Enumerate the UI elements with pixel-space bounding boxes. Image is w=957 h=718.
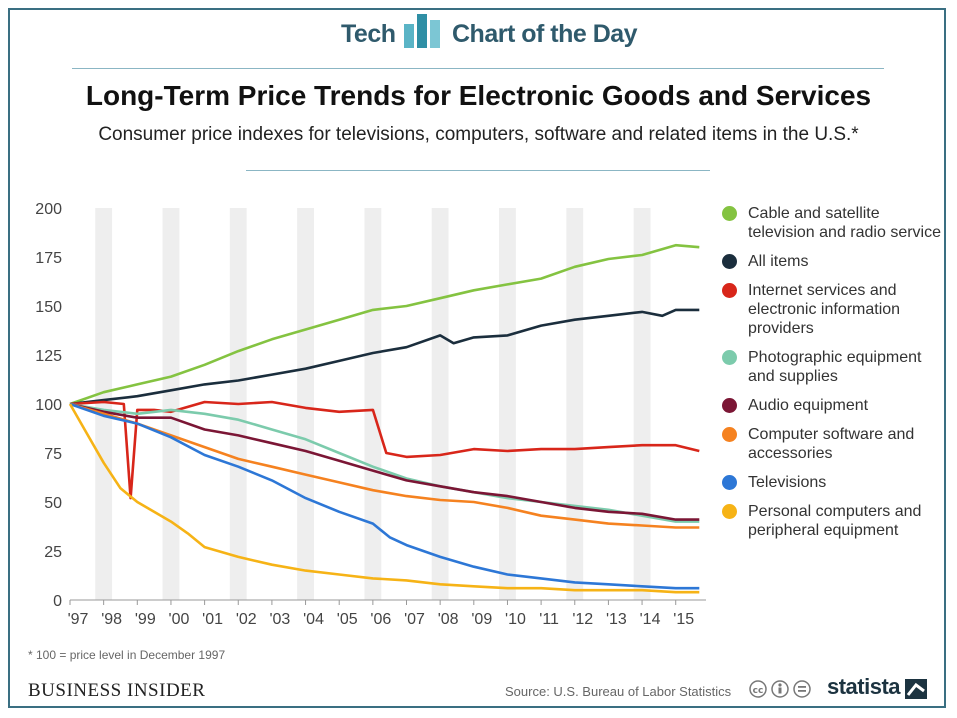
y-tick-label: 125	[35, 348, 62, 365]
legend-label: Cable and satellite television and radio…	[748, 205, 941, 241]
legend-item: Computer software and accessories	[722, 425, 947, 463]
chart-legend: Cable and satellite television and radio…	[722, 204, 947, 540]
title-separator	[246, 170, 710, 171]
year-band	[499, 208, 516, 600]
svg-text:cc: cc	[753, 686, 764, 696]
x-tick-label: '12	[572, 611, 593, 628]
y-tick-label: 0	[53, 593, 62, 610]
header-tech-label: Tech	[341, 20, 396, 48]
legend-item: Personal computers and peripheral equipm…	[722, 502, 947, 540]
x-tick-label: '07	[404, 611, 425, 628]
cc-icon: cc	[749, 680, 767, 698]
x-tick-label: '13	[606, 611, 627, 628]
y-tick-label: 150	[35, 299, 62, 316]
x-tick-label: '02	[236, 611, 257, 628]
y-axis: 0 25 50 75 100 125 150 175 200	[35, 201, 62, 610]
legend-label: Audio equipment	[748, 397, 869, 414]
legend-item: All items	[722, 252, 947, 271]
business-insider-logo: BUSINESS INSIDER	[28, 680, 206, 701]
x-tick-label: '09	[471, 611, 492, 628]
y-tick-label: 25	[44, 544, 62, 561]
year-band	[431, 208, 449, 600]
legend-item: Cable and satellite television and radio…	[722, 204, 947, 242]
source-text: Source: U.S. Bureau of Labor Statistics	[505, 684, 732, 699]
attribution-icon	[771, 680, 789, 698]
x-tick-label: '05	[337, 611, 358, 628]
legend-label: Photographic equipment and supplies	[748, 349, 922, 385]
series-lines	[68, 243, 700, 594]
legend-swatch	[722, 350, 737, 365]
chart-title: Long-Term Price Trends for Electronic Go…	[85, 80, 872, 111]
x-tick-label: '00	[169, 611, 190, 628]
legend-swatch	[722, 283, 737, 298]
year-band	[364, 208, 382, 600]
year-band	[566, 208, 584, 600]
x-tick-label: '10	[505, 611, 526, 628]
header-chart-of-the-day-label: Chart of the Day	[452, 20, 638, 48]
year-band	[95, 208, 113, 600]
series-line	[69, 402, 700, 523]
x-tick-label: '08	[438, 611, 459, 628]
legend-swatch	[722, 254, 737, 269]
bar-chart-logo-icon	[404, 14, 440, 48]
x-tick-label: '99	[135, 611, 156, 628]
x-tick-label: '04	[303, 611, 324, 628]
x-tick-label: '06	[370, 611, 391, 628]
legend-label: All items	[748, 253, 809, 270]
statista-logo-icon	[905, 679, 927, 699]
x-tick-label: '15	[673, 611, 694, 628]
series-line	[69, 308, 700, 406]
legend-swatch	[722, 398, 737, 413]
series-line	[69, 402, 700, 590]
x-tick-label: '98	[101, 611, 122, 628]
series-line	[69, 243, 700, 406]
top-separator	[72, 68, 884, 69]
legend-item: Internet services and electronic informa…	[722, 281, 947, 338]
y-tick-label: 75	[44, 446, 62, 463]
legend-swatch	[722, 427, 737, 442]
legend-swatch	[722, 504, 737, 519]
legend-swatch	[722, 475, 737, 490]
y-tick-label: 175	[35, 250, 62, 267]
legend-item: Audio equipment	[722, 396, 947, 415]
header-bar: Tech Chart of the Day	[0, 0, 957, 70]
x-tick-label: '03	[269, 611, 290, 628]
x-tick-label: '01	[202, 611, 223, 628]
legend-item: Televisions	[722, 473, 947, 492]
statista-logo-text: statista	[827, 674, 901, 699]
legend-item: Photographic equipment and supplies	[722, 348, 947, 386]
x-tick-label: '97	[68, 611, 89, 628]
legend-label: Televisions	[748, 474, 827, 491]
x-axis: '97 '98 '99 '00 '01 '02 '03 '04 '05 '06 '07 '08 '09 '…	[68, 599, 706, 628]
series-line	[69, 402, 700, 521]
year-band	[633, 208, 651, 600]
legend-label: Internet services and electronic informa…	[748, 282, 901, 337]
legend-label: Computer software and accessories	[748, 426, 915, 462]
series-line	[68, 403, 700, 594]
y-tick-label: 100	[35, 397, 62, 414]
chart-subtitle: Consumer price indexes for televisions, …	[98, 124, 859, 145]
y-tick-label: 50	[44, 495, 62, 512]
x-tick-label: '11	[539, 611, 559, 628]
year-band	[162, 208, 180, 600]
no-derivatives-icon	[793, 680, 811, 698]
footnote: * 100 = price level in December 1997	[28, 648, 226, 662]
creative-commons-icons: cc	[749, 680, 811, 698]
series-line	[69, 402, 700, 529]
year-band	[297, 208, 314, 600]
legend-label: Personal computers and peripheral equipm…	[748, 503, 922, 539]
y-tick-label: 200	[35, 201, 62, 218]
legend-swatch	[722, 206, 737, 221]
year-bands	[95, 208, 651, 600]
x-tick-label: '14	[640, 611, 661, 628]
